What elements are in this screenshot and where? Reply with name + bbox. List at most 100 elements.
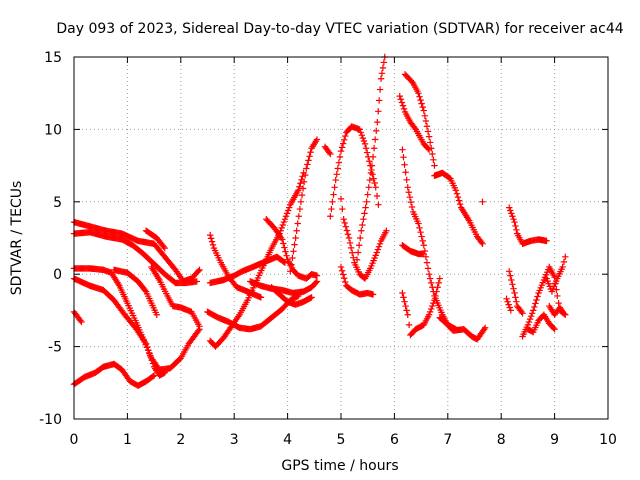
data-point [299,185,307,192]
series-arc-af [506,268,526,317]
data-point [293,227,300,234]
data-point [326,149,333,156]
data-markers [70,53,569,389]
data-point [336,153,344,161]
data-point [398,99,406,106]
data-point [507,272,514,279]
data-point [506,304,513,311]
data-point [421,112,429,119]
data-point [504,298,511,305]
x-tick-label: 7 [443,432,452,448]
data-point [304,161,311,168]
data-point [401,298,408,305]
data-point [423,259,431,266]
data-point [209,241,217,249]
data-point [196,323,203,330]
data-point [525,318,533,326]
data-point [429,302,436,310]
data-point [379,64,387,72]
data-point [337,147,345,155]
data-point [554,292,561,300]
series-arc-s [327,123,382,220]
x-tick-label: 6 [390,432,399,448]
data-point [420,242,427,249]
data-point [403,176,410,183]
data-point [480,326,488,333]
x-tick-label: 3 [230,432,239,448]
y-tick-label: 5 [53,195,62,211]
data-point [553,286,560,293]
data-point [510,215,517,223]
x-tick-label: 1 [123,432,132,448]
data-point [338,144,346,151]
y-tick-label: -10 [39,412,62,428]
data-point [431,297,438,304]
data-point [407,198,415,206]
data-point [406,193,414,201]
series-arc-aj [543,253,569,295]
data-point [78,318,85,326]
y-tick-label: 10 [44,122,62,138]
x-tick-label: 8 [497,432,506,448]
data-point [366,176,374,184]
data-point [344,231,352,238]
data-point [373,127,380,135]
data-point [288,261,295,268]
data-point [534,293,541,300]
data-point [530,307,537,314]
data-point [298,191,306,199]
data-point [425,311,433,318]
data-point [332,176,339,184]
data-point [77,317,84,324]
series-arc-n [247,278,321,297]
data-point [195,267,202,275]
data-point [206,231,214,239]
data-point [372,184,379,191]
data-point [295,213,303,220]
data-point [340,215,347,223]
data-point [508,276,515,284]
data-point [306,153,313,160]
data-point [339,205,346,213]
data-point [142,340,150,347]
data-point [282,248,289,255]
data-point [399,102,407,109]
data-point [195,327,202,334]
data-point [289,254,296,262]
data-point [342,278,349,286]
data-point [296,183,303,190]
data-point [408,78,416,86]
data-point [425,271,433,278]
data-point [358,131,366,139]
data-point [373,192,381,200]
x-axis-label: GPS time / hours [281,458,398,474]
data-point [419,237,426,245]
series-arc-b [70,229,201,287]
series-arc-ac [436,314,460,333]
data-point [415,90,422,97]
data-point [279,236,286,243]
series-arc-o [263,215,321,282]
data-point [418,233,425,240]
data-point [506,204,513,211]
data-point [360,215,367,223]
data-point [453,190,461,197]
data-point [430,299,437,307]
data-point [312,279,320,286]
data-point [428,279,435,287]
data-point [426,308,434,316]
series-arc-t [353,53,388,263]
data-point [370,145,378,152]
data-point [420,107,427,114]
data-point [434,284,441,291]
data-point [303,165,310,172]
y-tick-label: -5 [48,340,62,356]
data-point [508,210,515,217]
data-point [374,118,381,126]
data-point [365,184,372,191]
data-point [404,184,411,191]
data-point [302,171,309,179]
data-point [281,215,289,223]
data-point [145,347,152,354]
data-point [431,162,438,169]
